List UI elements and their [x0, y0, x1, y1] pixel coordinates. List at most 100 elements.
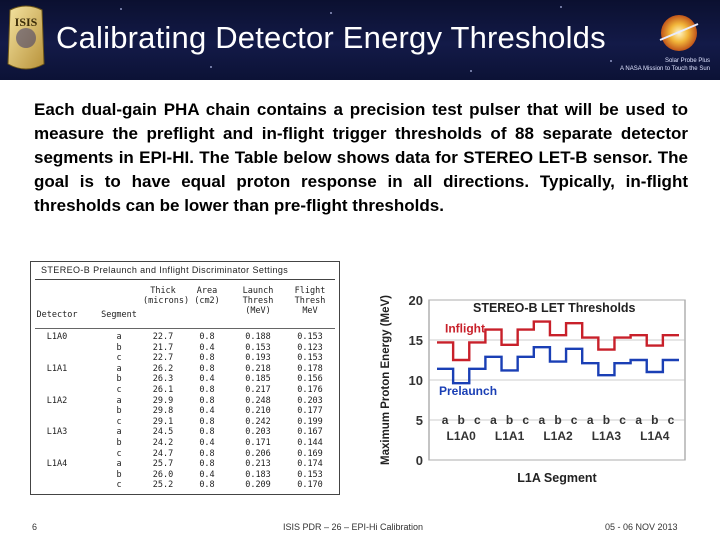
table-cell: c	[116, 480, 122, 491]
y-tick-label: 10	[409, 373, 423, 388]
table-cell: 0.170	[297, 480, 323, 491]
x-subsegment-label: a	[587, 413, 594, 427]
table-cell: 0.8	[199, 385, 215, 395]
footer-date: 05 - 06 NOV 2013	[605, 522, 678, 532]
banner-subtitle-1: Solar Probe Plus	[664, 58, 710, 64]
table-cell: 26.1	[152, 385, 174, 395]
y-axis-label: Maximum Proton Energy (MeV)	[380, 295, 392, 465]
series-line-inflight	[437, 320, 679, 362]
x-subsegment-label: b	[554, 413, 561, 427]
x-subsegment-label: c	[619, 413, 626, 427]
table-cell: b	[116, 406, 122, 417]
table-cell: 0.4	[199, 438, 215, 448]
table-cell: 0.153	[297, 353, 323, 364]
legend-label-prelaunch: Prelaunch	[439, 384, 497, 398]
table-cell: 0.177	[297, 406, 323, 417]
table-cell: 0.8	[199, 448, 215, 459]
table-cell: c	[116, 353, 122, 364]
table-header-divider	[35, 328, 335, 329]
y-tick-label: 15	[409, 333, 423, 348]
thresholds-chart: 0 5 10 15 20 STEREO-B LET Thresholds Maximum P…	[380, 293, 686, 485]
y-tick-label: 0	[416, 453, 423, 468]
x-subsegment-label: b	[603, 413, 610, 427]
table-cell: 0.4	[199, 406, 215, 417]
table-cell: a	[116, 332, 122, 342]
table-cell: 0.178	[297, 363, 323, 374]
x-segment-label: L1A4	[640, 429, 670, 443]
table-cell: 0.213	[245, 459, 271, 470]
table-cell: L1A0	[46, 332, 68, 342]
table-cell: 0.8	[199, 395, 215, 406]
table-cell: 0.176	[297, 385, 323, 395]
table-cell: 0.193	[245, 353, 271, 364]
y-tick-label: 5	[416, 413, 423, 428]
table-cell: 0.8	[199, 363, 215, 374]
x-subsegment-label: a	[539, 413, 546, 427]
table-cell: 0.4	[199, 374, 215, 385]
table-cell: 0.8	[199, 480, 215, 491]
table-cell: b	[116, 342, 122, 353]
table-header-cell: Segment	[101, 310, 137, 320]
table-cell: 0.203	[245, 427, 271, 438]
table-cell: L1A3	[46, 427, 68, 438]
table-cell: a	[116, 363, 122, 374]
table-cell: 0.153	[245, 342, 271, 353]
table-cell: 0.153	[297, 332, 323, 342]
table-cell: b	[116, 374, 122, 385]
table-cell: 0.156	[297, 374, 323, 385]
table-cell: 24.5	[152, 427, 174, 438]
x-subsegment-label: c	[571, 413, 578, 427]
table-header-cell: Detector	[36, 310, 78, 320]
y-tick-label: 20	[409, 293, 423, 308]
table-cell: b	[116, 438, 122, 448]
table-cell: 0.203	[297, 395, 323, 406]
table-cell: 0.188	[245, 332, 271, 342]
table-header-cell: Launch Thresh (MeV)	[242, 286, 274, 316]
x-subsegment-label: b	[651, 413, 658, 427]
x-subsegment-label: b	[506, 413, 513, 427]
table-cell: L1A2	[46, 395, 68, 406]
x-subsegment-label: a	[442, 413, 449, 427]
table-cell: 0.217	[245, 385, 271, 395]
table-cell: b	[116, 469, 122, 480]
title-banner: ISIS Calibrating Detector Energy Thresho…	[0, 0, 720, 80]
x-subsegment-label: a	[635, 413, 642, 427]
table-cell: 0.248	[245, 395, 271, 406]
table-cell: 29.1	[152, 416, 174, 427]
table-cell: 0.4	[199, 342, 215, 353]
discriminator-table: STEREO-B Prelaunch and Inflight Discrimi…	[30, 261, 340, 495]
table-cell: 0.209	[245, 480, 271, 491]
x-subsegment-label: c	[668, 413, 675, 427]
table-cell: 25.2	[152, 480, 174, 491]
legend-label-inflight: Inflight	[445, 321, 485, 335]
table-cell: a	[116, 395, 122, 406]
body-paragraph: Each dual-gain PHA chain contains a prec…	[34, 100, 688, 215]
table-title: STEREO-B Prelaunch and Inflight Discrimi…	[41, 265, 289, 275]
table-cell: 26.0	[152, 469, 174, 480]
x-segment-label: L1A2	[543, 429, 573, 443]
page-number: 6	[32, 522, 38, 532]
table-cell: 0.8	[199, 459, 215, 470]
table-cell: 0.8	[199, 332, 215, 342]
x-subsegment-label: a	[490, 413, 497, 427]
table-cell: L1A1	[46, 363, 68, 374]
table-cell: 22.7	[152, 353, 174, 364]
banner-subtitle-2: A NASA Mission to Touch the Sun	[620, 66, 710, 72]
table-cell: 0.210	[245, 406, 271, 417]
table-cell: 0.167	[297, 427, 323, 438]
table-cell: 0.153	[297, 469, 323, 480]
table-cell: 26.2	[152, 363, 174, 374]
x-subsegment-label: c	[522, 413, 529, 427]
x-axis-label: L1A Segment	[517, 471, 597, 485]
table-cell: 0.242	[245, 416, 271, 427]
table-header-cell: Thick (microns)	[143, 286, 190, 306]
table-divider	[35, 279, 335, 280]
table-cell: 0.206	[245, 448, 271, 459]
table-header-cell: Area (cm2)	[194, 286, 220, 306]
footer-center-text: ISIS PDR – 26 – EPI-Hi Calibration	[283, 522, 424, 532]
table-cell: 24.7	[152, 448, 174, 459]
table-cell: 0.8	[199, 416, 215, 427]
table-cell: c	[116, 448, 122, 459]
series-line-prelaunch	[437, 346, 679, 385]
x-segment-label: L1A1	[495, 429, 525, 443]
